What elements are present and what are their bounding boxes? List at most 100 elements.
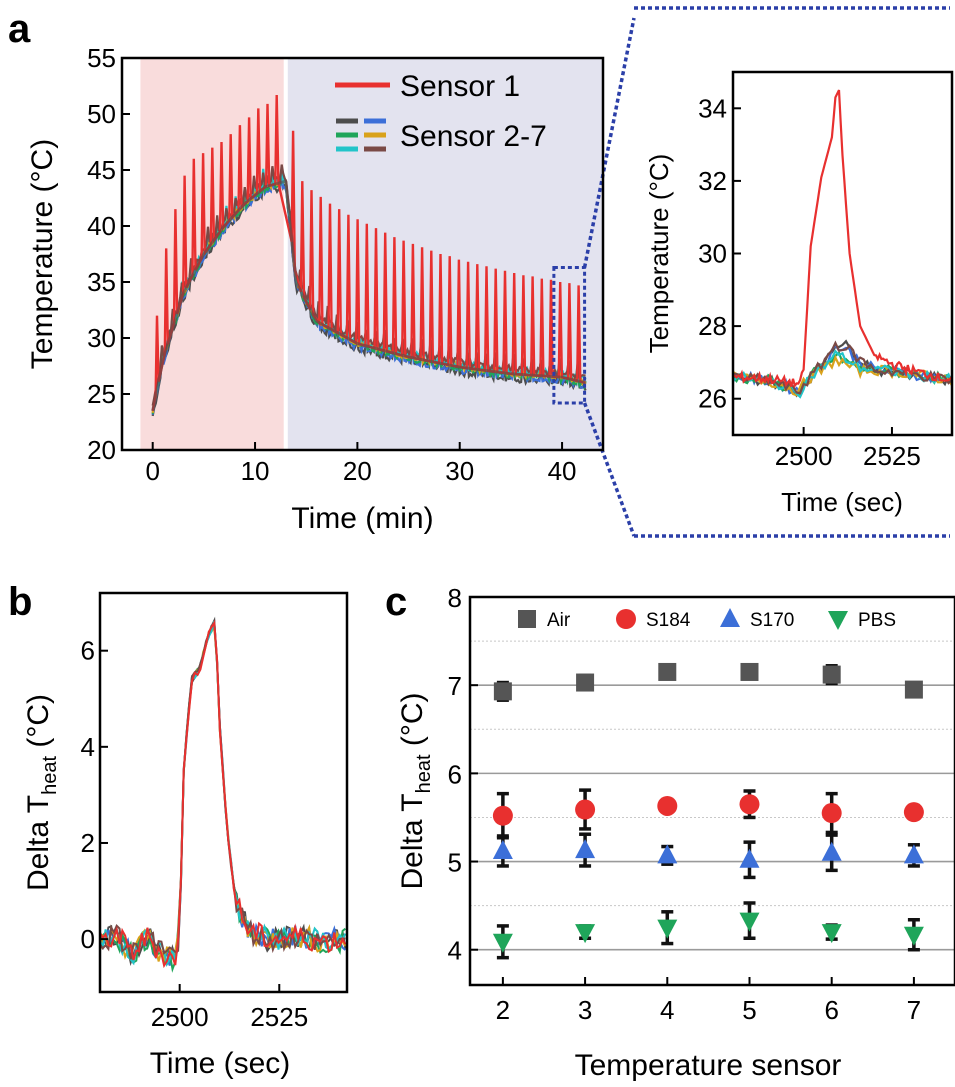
panel-b-trace-2 bbox=[99, 624, 347, 973]
panel-b-y-axis-label: Delta Theat (°C) bbox=[22, 694, 61, 891]
panel-letter-c: c bbox=[385, 580, 407, 624]
point-pbs bbox=[903, 926, 924, 946]
panel-b-y-axis-label-unit: (°C) bbox=[22, 694, 55, 756]
legend-marker-pbs bbox=[828, 611, 848, 630]
y-tick-label: 45 bbox=[87, 155, 116, 185]
point-s170 bbox=[575, 839, 596, 859]
point-s184 bbox=[903, 802, 924, 823]
legend-marker-s170 bbox=[720, 608, 740, 627]
panel-a-chart: 20 25 30 35 40 45 50 55 0 10 20 30 40 Time (min) Tempe… bbox=[26, 17, 636, 537]
highlight-box bbox=[552, 265, 587, 405]
legend-label-sensor-2-7: Sensor 2-7 bbox=[400, 120, 547, 153]
inset-x-tick-label: 2525 bbox=[863, 441, 921, 471]
panel-b-trace-5 bbox=[99, 622, 346, 960]
legend-label-sensor-1: Sensor 1 bbox=[400, 70, 520, 103]
inset-x-axis-label: Time (sec) bbox=[781, 487, 903, 517]
panel-b-y-axis-label-subscript: heat bbox=[39, 756, 61, 795]
y-tick-label: 40 bbox=[87, 211, 116, 241]
panel-b-chart: 0 2 4 6 2500 2525 Time (sec) Delta Theat (°C) bbox=[22, 591, 349, 1080]
y-tick-label: 35 bbox=[87, 267, 116, 297]
panel-c-x-tick-label: 7 bbox=[907, 995, 921, 1025]
panel-c-axes-frame bbox=[468, 595, 955, 987]
x-tick-label: 10 bbox=[241, 456, 270, 486]
panel-c-x-tick-label: 6 bbox=[824, 995, 838, 1025]
zoom-connector-top bbox=[582, 17, 636, 268]
inset-y-tick-label: 30 bbox=[698, 239, 727, 269]
point-pbs bbox=[492, 933, 513, 953]
panel-b-trace-6 bbox=[99, 619, 347, 969]
panel-b-y-tick-label: 4 bbox=[81, 732, 95, 762]
shaded-region-1 bbox=[287, 58, 603, 450]
inset-y-tick-label: 34 bbox=[698, 93, 727, 123]
y-tick-label: 55 bbox=[87, 43, 116, 73]
point-s184 bbox=[575, 799, 596, 820]
legend-label-s170: S170 bbox=[750, 610, 794, 631]
point-pbs bbox=[575, 924, 596, 944]
panel-c-y-axis-label-main: Delta T bbox=[396, 793, 429, 889]
panel-c-y-axis-label-subscript: heat bbox=[413, 754, 435, 793]
panel-c-y-tick-label: 4 bbox=[448, 936, 462, 966]
x-tick-label: 20 bbox=[343, 456, 372, 486]
panel-c-chart: 4 5 6 7 8 2 3 4 5 6 7 Temperature sensor Delta Theat… bbox=[396, 583, 955, 1082]
panel-c-y-axis-label: Delta Theat (°C) bbox=[396, 692, 435, 889]
point-s170 bbox=[657, 844, 678, 864]
point-pbs bbox=[657, 919, 678, 939]
legend-marker-air bbox=[518, 610, 536, 628]
panel-c-y-tick-label: 7 bbox=[448, 671, 462, 701]
point-air bbox=[493, 682, 512, 701]
x-tick-label: 40 bbox=[548, 456, 577, 486]
inset-border bbox=[634, 6, 950, 538]
inset-sensor-2-7-trace-5 bbox=[732, 340, 953, 395]
inset-sensor-1-trace bbox=[732, 89, 953, 389]
y-tick-label: 30 bbox=[87, 323, 116, 353]
panel-c-y-tick-label: 6 bbox=[448, 759, 462, 789]
panel-b-trace-0 bbox=[99, 616, 347, 967]
legend-label-s184: S184 bbox=[646, 610, 691, 631]
point-air bbox=[822, 665, 841, 684]
point-pbs bbox=[739, 912, 760, 932]
y-axis-label: Temperature (°C) bbox=[26, 139, 59, 369]
y-tick-label: 50 bbox=[87, 99, 116, 129]
x-tick-label: 30 bbox=[445, 456, 474, 486]
point-air bbox=[576, 673, 595, 692]
legend-marker-s184 bbox=[616, 609, 636, 629]
panel-b-x-tick-label: 2525 bbox=[250, 1002, 308, 1032]
point-s170 bbox=[903, 844, 924, 864]
panel-b-trace-3 bbox=[99, 623, 347, 963]
panel-letter-b: b bbox=[8, 580, 32, 624]
inset-y-tick-label: 26 bbox=[698, 384, 727, 414]
point-s170 bbox=[492, 839, 513, 859]
panel-c-x-axis-label: Temperature sensor bbox=[575, 1049, 842, 1082]
panel-letter-a: a bbox=[8, 7, 31, 51]
point-air bbox=[658, 662, 677, 681]
y-tick-label: 20 bbox=[87, 435, 116, 465]
legend-label-air: Air bbox=[547, 610, 571, 631]
inset-sensor-2-7-trace-3 bbox=[732, 354, 953, 397]
shaded-region-0 bbox=[140, 58, 284, 450]
point-s170 bbox=[821, 841, 842, 861]
point-s184 bbox=[821, 803, 842, 824]
panel-b-y-tick-label: 2 bbox=[81, 828, 95, 858]
panel-c-x-tick-label: 5 bbox=[742, 995, 756, 1025]
panel-b-trace-4 bbox=[99, 621, 347, 968]
y-tick-label: 25 bbox=[87, 379, 116, 409]
inset-y-tick-label: 32 bbox=[698, 166, 727, 196]
point-s170 bbox=[739, 848, 760, 868]
panel-b-axes-frame bbox=[98, 591, 349, 994]
panel-b-x-axis-label: Time (sec) bbox=[150, 1047, 291, 1080]
panel-b-y-tick-label: 6 bbox=[81, 636, 95, 666]
inset-y-tick-label: 28 bbox=[698, 311, 727, 341]
panel-c-y-tick-label: 8 bbox=[448, 583, 462, 613]
panel-c-x-tick-label: 3 bbox=[578, 995, 592, 1025]
point-pbs bbox=[821, 924, 842, 944]
inset-y-axis-label: Temperature (°C) bbox=[644, 154, 674, 354]
panel-c-x-tick-label: 2 bbox=[496, 995, 510, 1025]
panel-b-y-axis-label-main: Delta T bbox=[22, 795, 55, 891]
x-tick-label: 0 bbox=[145, 456, 159, 486]
panel-a-inset-chart: 26 28 30 32 34 2500 2525 Time (sec) Temperature … bbox=[634, 6, 954, 538]
panel-c-y-tick-label: 5 bbox=[448, 848, 462, 878]
point-s184 bbox=[657, 795, 678, 816]
panel-b-y-tick-label: 0 bbox=[81, 924, 95, 954]
x-axis-label: Time (min) bbox=[291, 502, 433, 535]
